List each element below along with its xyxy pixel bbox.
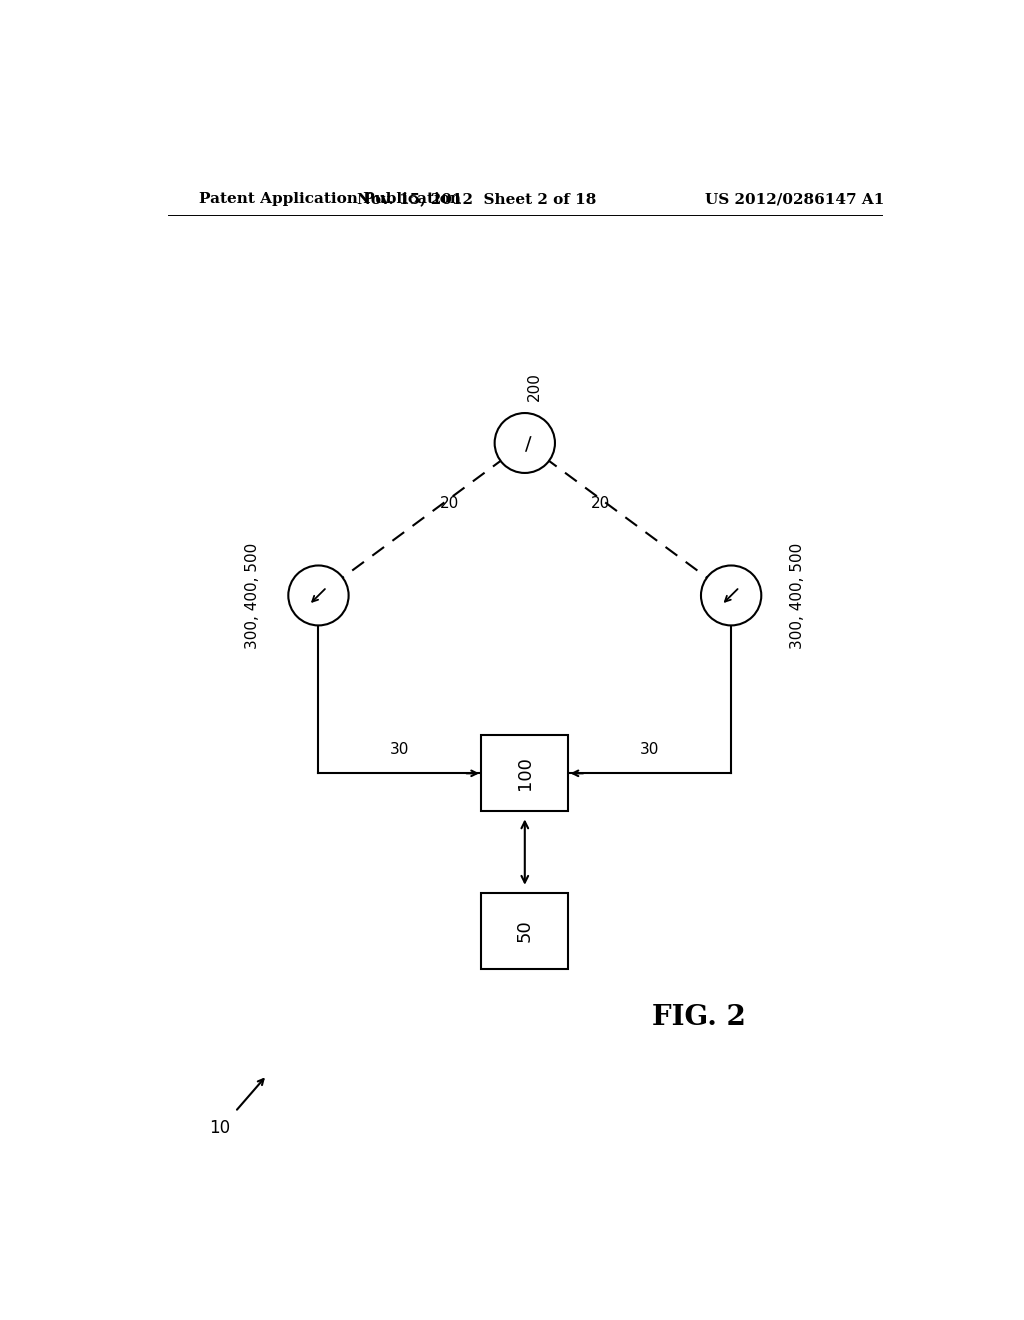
- Text: Nov. 15, 2012  Sheet 2 of 18: Nov. 15, 2012 Sheet 2 of 18: [357, 191, 597, 206]
- Ellipse shape: [289, 565, 348, 626]
- Text: 100: 100: [516, 756, 534, 791]
- Text: 20: 20: [439, 496, 459, 511]
- Text: 30: 30: [640, 742, 659, 758]
- Text: 10: 10: [209, 1119, 229, 1137]
- Ellipse shape: [701, 565, 761, 626]
- Text: 20: 20: [591, 496, 610, 511]
- Bar: [481, 892, 568, 969]
- Text: ∕: ∕: [524, 436, 531, 454]
- Text: 50: 50: [516, 920, 534, 942]
- Text: FIG. 2: FIG. 2: [652, 1003, 746, 1031]
- Text: 300, 400, 500: 300, 400, 500: [245, 543, 260, 648]
- Text: US 2012/0286147 A1: US 2012/0286147 A1: [705, 191, 885, 206]
- Text: Patent Application Publication: Patent Application Publication: [200, 191, 462, 206]
- Text: 200: 200: [526, 372, 542, 401]
- Ellipse shape: [495, 413, 555, 473]
- Bar: [481, 735, 568, 812]
- Text: 300, 400, 500: 300, 400, 500: [790, 543, 805, 648]
- Text: 30: 30: [390, 742, 410, 758]
